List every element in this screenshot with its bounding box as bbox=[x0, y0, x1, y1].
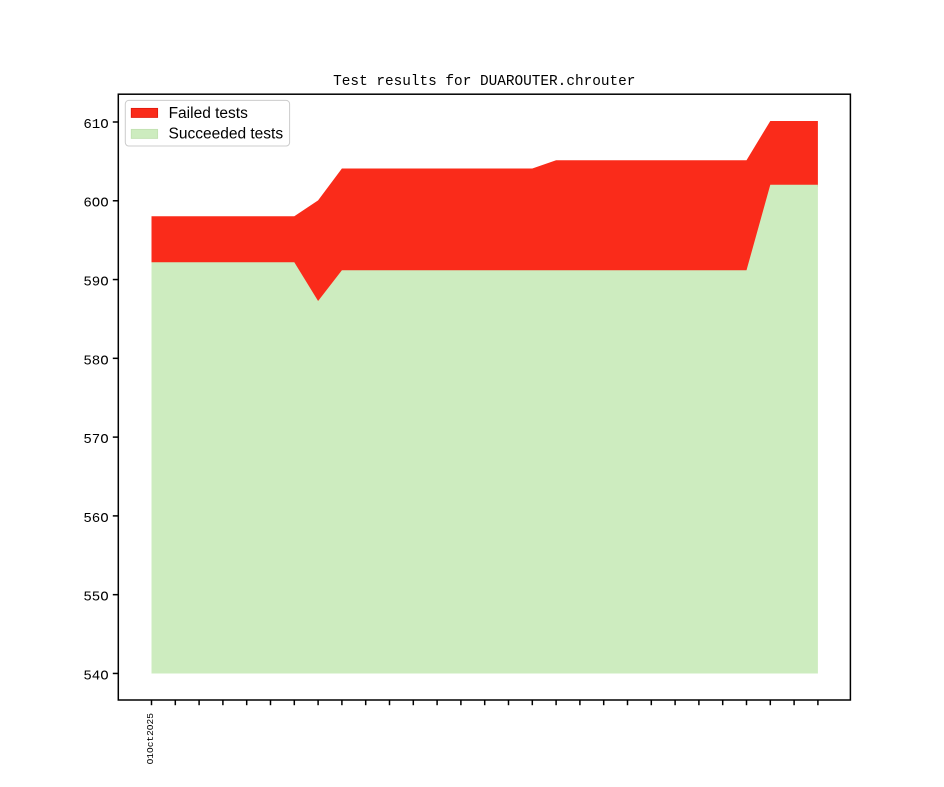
svg-text:57O: 57O bbox=[83, 432, 108, 448]
svg-text:55O: 55O bbox=[83, 590, 108, 606]
svg-text:O1Oct2O25: O1Oct2O25 bbox=[145, 713, 156, 765]
svg-text:56O: 56O bbox=[83, 511, 108, 527]
svg-text:Succeeded tests: Succeeded tests bbox=[169, 126, 284, 143]
svg-text:58O: 58O bbox=[83, 353, 108, 369]
svg-text:54O: 54O bbox=[83, 668, 108, 684]
svg-text:6OO: 6OO bbox=[83, 196, 108, 212]
svg-text:59O: 59O bbox=[83, 275, 108, 291]
svg-text:Failed tests: Failed tests bbox=[169, 105, 249, 122]
svg-text:61O: 61O bbox=[83, 117, 108, 133]
svg-text:Test results for DUAROUTER.chr: Test results for DUAROUTER.chrouter bbox=[333, 74, 635, 90]
